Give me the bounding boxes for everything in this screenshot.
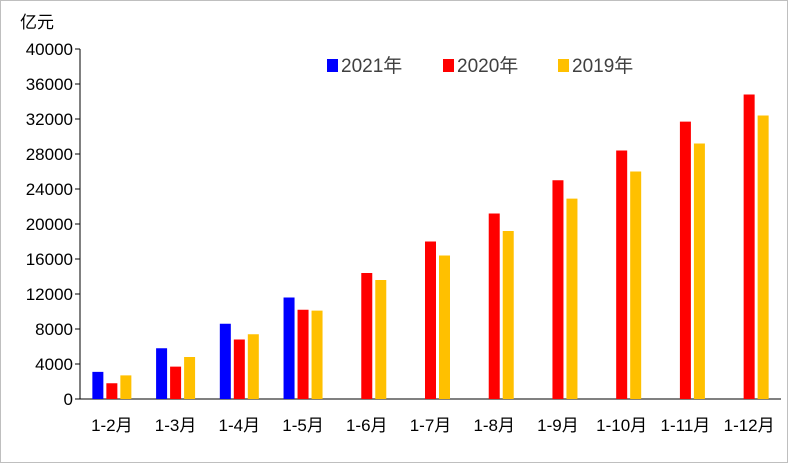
bar-2020年-1-2月 — [106, 383, 118, 399]
legend-swatch — [443, 59, 454, 72]
bar-2019年-1-7月 — [439, 255, 450, 399]
bar-2019年-1-11月 — [693, 143, 705, 399]
bar-2020年-1-11月 — [679, 121, 691, 399]
legend-label: 2021年 — [341, 55, 402, 77]
y-tick-label: 4000 — [35, 355, 73, 374]
bar-2021年-1-3月 — [156, 348, 168, 399]
bar-2020年-1-7月 — [425, 241, 436, 399]
bar-2020年-1-10月 — [616, 150, 628, 399]
x-tick-label: 1-6月 — [346, 416, 388, 435]
x-tick-label: 1-9月 — [537, 416, 579, 435]
x-tick-label: 1-3月 — [155, 416, 197, 435]
bar-2020年-1-8月 — [488, 213, 500, 399]
y-tick-label: 16000 — [26, 250, 73, 269]
y-tick-label: 0 — [64, 390, 73, 409]
bar-2019年-1-4月 — [247, 334, 259, 399]
bar-2020年-1-5月 — [297, 309, 309, 399]
bar-2019年-1-12月 — [757, 115, 769, 399]
bar-2020年-1-12月 — [743, 94, 755, 399]
y-tick-label: 40000 — [26, 40, 73, 59]
y-axis-unit-label: 亿元 — [20, 13, 54, 32]
bar-2021年-1-5月 — [283, 297, 295, 399]
x-tick-label: 1-2月 — [91, 416, 133, 435]
y-tick-label: 12000 — [26, 285, 73, 304]
bar-2019年-1-2月 — [120, 375, 132, 399]
bar-2021年-1-2月 — [92, 371, 104, 399]
y-tick-label: 36000 — [26, 75, 73, 94]
bar-2019年-1-6月 — [375, 280, 387, 399]
y-tick-label: 8000 — [35, 320, 73, 339]
bar-2019年-1-10月 — [630, 171, 642, 399]
x-tick-label: 1-4月 — [219, 416, 261, 435]
bar-2020年-1-4月 — [233, 339, 245, 399]
x-tick-label: 1-12月 — [724, 416, 775, 435]
bar-2020年-1-3月 — [170, 366, 182, 399]
bar-2020年-1-9月 — [552, 180, 564, 399]
x-tick-label: 1-7月 — [410, 416, 452, 435]
x-tick-label: 1-11月 — [661, 416, 711, 435]
legend-label: 2019年 — [572, 55, 633, 77]
bar-2019年-1-5月 — [311, 310, 323, 399]
legend-swatch — [327, 59, 338, 72]
y-tick-label: 20000 — [26, 215, 73, 234]
y-tick-label: 24000 — [26, 180, 73, 199]
bar-2019年-1-3月 — [184, 357, 196, 399]
x-tick-label: 1-10月 — [596, 416, 647, 435]
x-tick-label: 1-5月 — [282, 416, 324, 435]
y-tick-label: 28000 — [26, 145, 73, 164]
x-tick-label: 1-8月 — [473, 416, 515, 435]
bar-2020年-1-6月 — [361, 273, 373, 399]
bar-2021年-1-4月 — [219, 323, 231, 399]
legend-label: 2020年 — [457, 55, 518, 77]
y-tick-label: 32000 — [26, 110, 73, 129]
bar-2019年-1-9月 — [566, 198, 578, 399]
legend-swatch — [558, 59, 569, 72]
bar-2019年-1-8月 — [502, 231, 514, 399]
